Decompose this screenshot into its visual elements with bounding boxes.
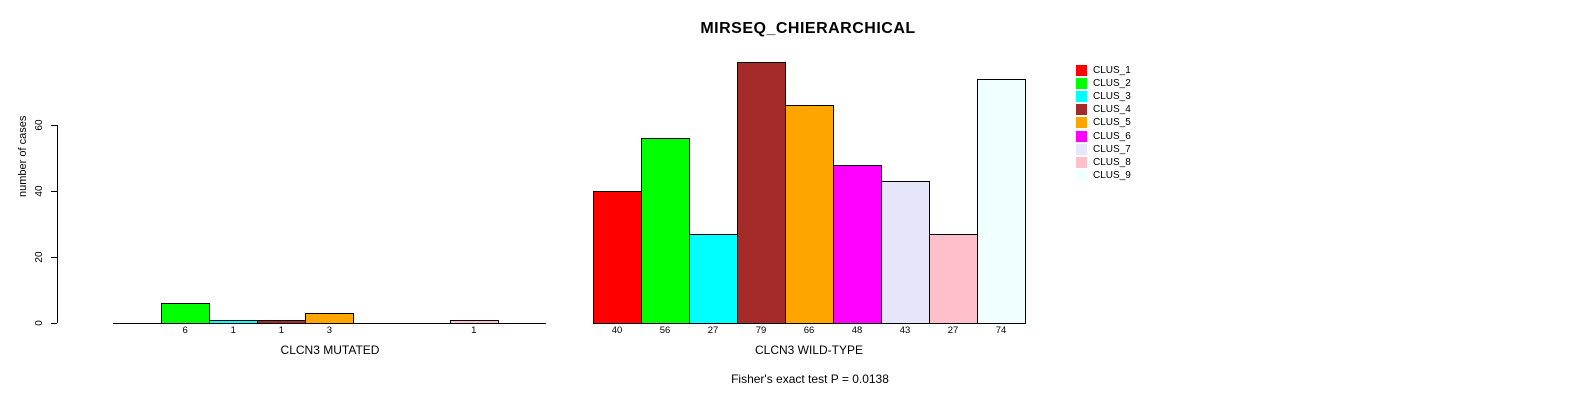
legend-row-clus_2: CLUS_2 <box>1076 77 1131 90</box>
bar-clus_3 <box>209 319 259 324</box>
legend-label: CLUS_5 <box>1093 117 1131 129</box>
y-tick <box>51 124 57 126</box>
legend-label: CLUS_4 <box>1093 104 1131 116</box>
legend-swatch-clus_1 <box>1076 65 1087 77</box>
legend: CLUS_1 CLUS_2 CLUS_3 CLUS_4 CLUS_5 CLUS_6 CLUS… <box>1076 64 1131 182</box>
bar-clus_8 <box>449 319 499 324</box>
bar-clus_2 <box>161 303 211 324</box>
bar-clus_3 <box>689 233 738 324</box>
legend-swatch-clus_2 <box>1076 78 1087 90</box>
y-axis-title: number of cases <box>17 115 29 197</box>
legend-row-clus_6: CLUS_6 <box>1076 129 1131 142</box>
bar-value-label: 1 <box>278 325 284 336</box>
bar-value-label: 1 <box>230 325 236 336</box>
legend-label: CLUS_9 <box>1093 169 1131 181</box>
legend-label: CLUS_8 <box>1093 156 1131 168</box>
legend-row-clus_5: CLUS_5 <box>1076 116 1131 129</box>
bar-clus_9 <box>977 78 1026 324</box>
bar-value-label: 56 <box>659 325 671 336</box>
bar-clus_4 <box>737 62 786 324</box>
legend-row-clus_9: CLUS_9 <box>1076 169 1131 182</box>
bar-value-label: 79 <box>755 325 767 336</box>
bar-value-label: 27 <box>947 325 959 336</box>
legend-swatch-clus_7 <box>1076 143 1087 155</box>
legend-swatch-clus_4 <box>1076 104 1087 116</box>
y-axis-line <box>57 125 59 323</box>
legend-row-clus_7: CLUS_7 <box>1076 143 1131 156</box>
chart-title: MIRSEQ_CHIERARCHICAL <box>700 20 916 37</box>
bar-clus_2 <box>641 138 690 324</box>
bar-value-label: 43 <box>899 325 911 336</box>
y-tick-label: 0 <box>34 320 45 326</box>
bar-value-label: 74 <box>995 325 1007 336</box>
bar-clus_4 <box>257 319 307 324</box>
bar-clus_8 <box>929 233 978 324</box>
bar-clus_5 <box>785 105 834 324</box>
legend-row-clus_1: CLUS_1 <box>1076 64 1131 77</box>
legend-swatch-clus_9 <box>1076 169 1087 181</box>
fisher-test-annotation: Fisher's exact test P = 0.0138 <box>731 372 889 386</box>
legend-row-clus_4: CLUS_4 <box>1076 103 1131 116</box>
y-tick-label: 20 <box>34 251 45 263</box>
legend-row-clus_3: CLUS_3 <box>1076 90 1131 103</box>
y-tick-label: 60 <box>34 119 45 131</box>
bar-value-label: 27 <box>707 325 719 336</box>
legend-label: CLUS_7 <box>1093 143 1131 155</box>
y-tick <box>51 190 57 192</box>
bar-clus_5 <box>305 313 355 324</box>
legend-swatch-clus_3 <box>1076 91 1087 103</box>
bar-value-label: 48 <box>851 325 863 336</box>
legend-swatch-clus_6 <box>1076 130 1087 142</box>
bar-clus_1 <box>593 191 642 324</box>
legend-label: CLUS_2 <box>1093 78 1131 90</box>
legend-label: CLUS_6 <box>1093 130 1131 142</box>
bar-clus_7 <box>881 181 930 324</box>
bar-value-label: 40 <box>611 325 623 336</box>
legend-swatch-clus_5 <box>1076 117 1087 129</box>
bar-value-label: 66 <box>803 325 815 336</box>
legend-row-clus_8: CLUS_8 <box>1076 156 1131 169</box>
x-axis-title-wild-type: CLCN3 WILD-TYPE <box>754 343 864 357</box>
legend-label: CLUS_1 <box>1093 65 1131 77</box>
y-tick <box>51 256 57 258</box>
legend-label: CLUS_3 <box>1093 91 1131 103</box>
bar-value-label: 1 <box>471 325 477 336</box>
bar-value-label: 3 <box>326 325 333 336</box>
bar-value-label: 6 <box>182 325 188 336</box>
x-axis-title-mutated: CLCN3 MUTATED <box>280 343 380 357</box>
legend-swatch-clus_8 <box>1076 156 1087 168</box>
bar-clus_6 <box>833 164 882 324</box>
y-tick <box>51 322 57 324</box>
